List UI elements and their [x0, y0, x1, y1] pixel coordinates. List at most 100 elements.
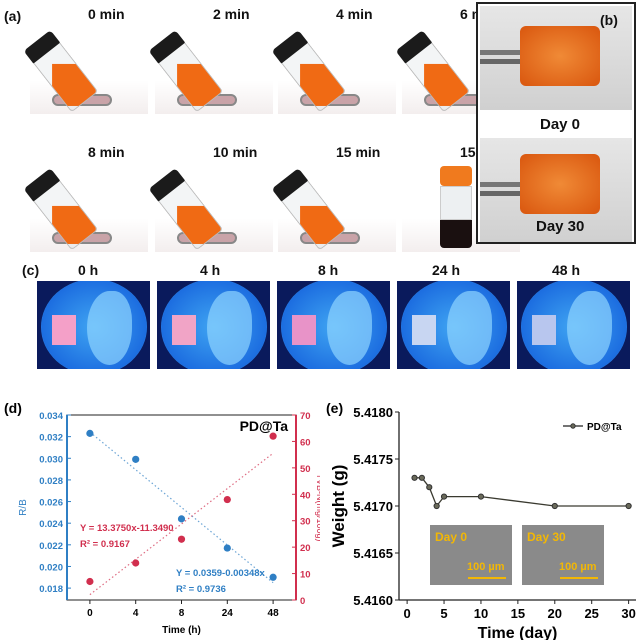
fit-equation-red: Y = 13.3750x-11.3490 [80, 523, 174, 534]
scale-bar-label: 100 µm [559, 561, 597, 573]
x-tick-label: 30 [621, 606, 635, 621]
vial-photo: 2 min [148, 2, 273, 114]
x-tick-label: 20 [548, 606, 562, 621]
y2-axis-title: TVB-N(mg/100g) [315, 473, 320, 541]
tilted-vial [23, 30, 99, 113]
data-point [625, 502, 632, 510]
fit-r2-red: R² = 0.9167 [80, 539, 130, 550]
x-axis-title: Time (h) [162, 625, 201, 636]
data-point [418, 474, 425, 481]
vial-photo: 10 min [148, 140, 273, 252]
time-label: 0 min [88, 6, 125, 22]
fit-line [89, 431, 274, 584]
data-point [269, 432, 277, 440]
tilted-vial [271, 168, 347, 251]
x-tick-label: 5 [440, 606, 447, 621]
time-label: 10 min [213, 144, 258, 160]
x-tick-label: 8 [179, 608, 185, 619]
y-tick-label: 5.4170 [353, 499, 393, 514]
time-label: 4 h [200, 262, 221, 278]
chart-title: PD@Ta [240, 418, 289, 434]
panel-b: (b) Day 0 Day 30 [476, 2, 636, 244]
y2-tick-label: 10 [300, 570, 311, 581]
y-tick-label: 5.4175 [353, 452, 393, 467]
tilted-vial [148, 30, 224, 113]
time-label: 15 min [336, 144, 381, 160]
y2-tick-label: 40 [300, 490, 311, 501]
sem-image [522, 525, 604, 585]
shrimp-uv-photo [157, 281, 270, 369]
day30-label: Day 30 [536, 218, 585, 235]
tilted-vial [271, 30, 347, 113]
data-point [86, 577, 94, 586]
gel-photo-day0 [480, 6, 632, 110]
data-point [426, 484, 433, 491]
fit-r2-blue: R² = 0.9736 [176, 584, 226, 595]
y2-tick-label: 0 [300, 596, 305, 607]
chart-rb-tvbn: (d) 0.018 0.020 0.022 0.024 0.026 0.028 0.030 0.… [4, 400, 320, 636]
data-point [223, 495, 231, 504]
y-tick-label: 0.032 [39, 433, 63, 444]
data-point [411, 474, 418, 481]
data-point [177, 535, 186, 543]
day0-label: Day 0 [540, 116, 581, 133]
time-label: 8 h [318, 262, 339, 278]
data-point [477, 493, 485, 500]
y2-tick-label: 60 [300, 437, 311, 448]
y-tick-label: 0.024 [39, 519, 63, 530]
y-axis-title: R/B [18, 499, 29, 516]
x-tick-label: 10 [474, 606, 488, 621]
sem-day-label: Day 0 [435, 530, 467, 544]
fit-line [89, 452, 274, 596]
vial-photo: 15 min [271, 140, 396, 252]
y2-tick-label: 20 [300, 543, 311, 554]
vial-photo: 4 min [271, 2, 396, 114]
data-point [223, 544, 231, 552]
x-tick-label: 48 [268, 608, 280, 619]
y-tick-label: 0.026 [39, 498, 63, 509]
tilted-vial [148, 168, 224, 251]
data-point [433, 502, 440, 510]
x-tick-label: 0 [404, 606, 411, 621]
time-label: 48 h [552, 262, 581, 278]
data-point [132, 455, 140, 463]
data-point [551, 502, 558, 510]
y-tick-label: 0.030 [39, 454, 63, 465]
x-tick-label: 4 [133, 608, 139, 619]
time-label: 8 min [88, 144, 125, 160]
x-tick-label: 25 [584, 606, 598, 621]
time-label: 24 h [432, 262, 461, 278]
shrimp-uv-photo [517, 281, 630, 369]
sem-day-label: Day 30 [527, 530, 566, 544]
shrimp-uv-photo [397, 281, 510, 369]
panel-e-label: (e) [326, 400, 343, 416]
data-point [440, 493, 448, 500]
panel-a-label: (a) [4, 8, 22, 24]
y2-tick-label: 70 [300, 411, 311, 422]
chart-weight: (e) 5.4160 5.4165 5.4170 5.4175 5.4180 0 5 10 15 2… [326, 400, 636, 640]
y-axis-title: Weight (g) [329, 465, 348, 548]
shrimp-uv-photo [277, 281, 390, 369]
y2-tick-label: 30 [300, 517, 311, 528]
fit-equation-blue: Y = 0.0359-0.00348x [176, 568, 266, 579]
tilted-vial [395, 30, 471, 113]
legend-label: PD@Ta [587, 422, 622, 433]
y-tick-label: 0.020 [39, 562, 63, 573]
upright-vial [440, 166, 472, 248]
x-tick-label: 24 [222, 608, 234, 619]
time-label: 4 min [336, 6, 373, 22]
y-tick-label: 0.022 [39, 541, 63, 552]
x-axis-title: Time (day) [478, 625, 558, 640]
x-tick-label: 15 [511, 606, 525, 621]
y-tick-label: 0.028 [39, 476, 63, 487]
time-label: 2 min [213, 6, 250, 22]
y2-tick-label: 50 [300, 464, 311, 475]
series-line [414, 477, 629, 508]
y-tick-label: 0.034 [39, 411, 63, 422]
sem-image [430, 525, 512, 585]
data-point [177, 515, 186, 523]
tilted-vial [23, 168, 99, 251]
data-point [86, 429, 94, 437]
x-tick-label: 0 [87, 608, 93, 619]
data-point [132, 559, 140, 567]
